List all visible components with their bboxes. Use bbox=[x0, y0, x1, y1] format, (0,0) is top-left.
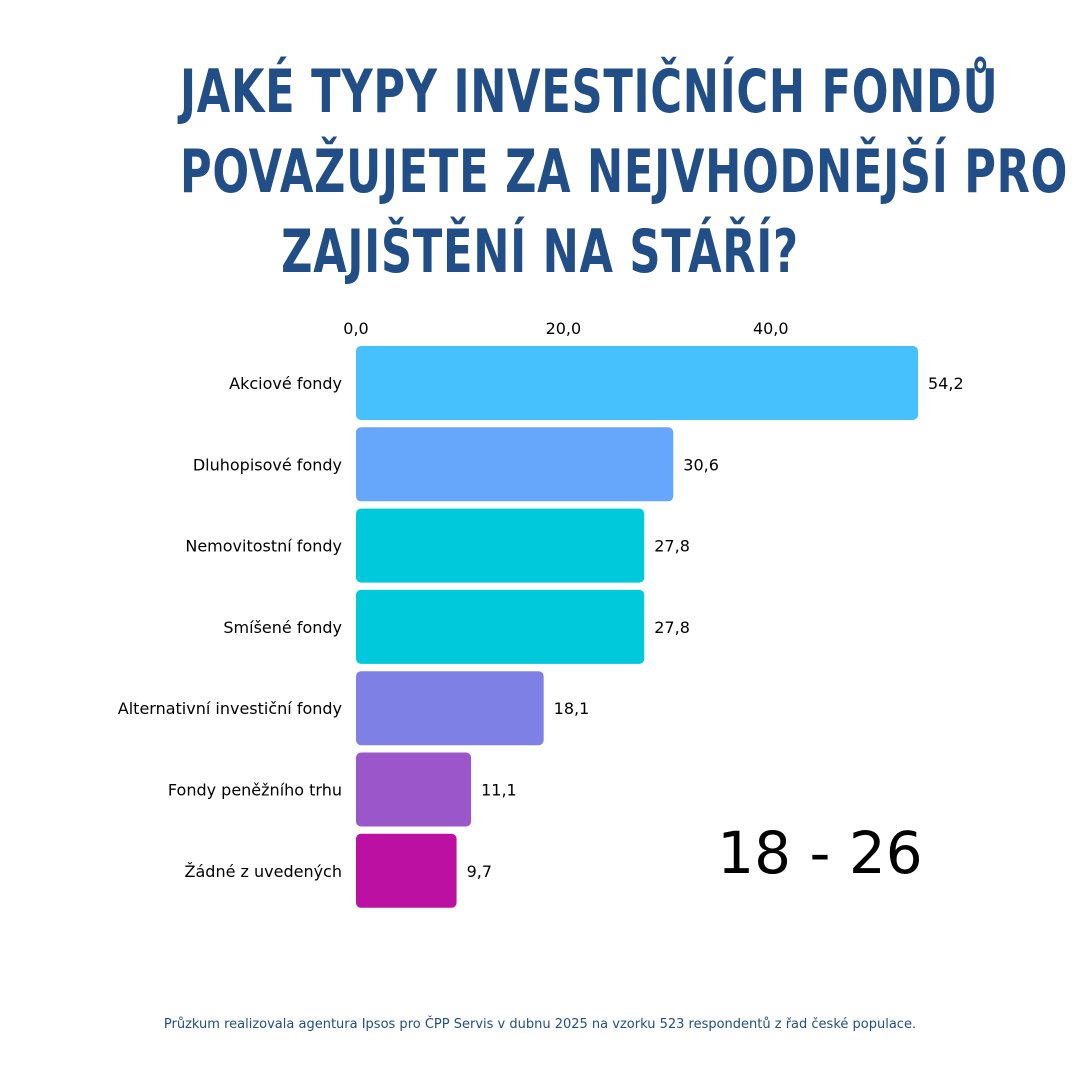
category-label: Dluhopisové fondy bbox=[193, 455, 342, 474]
value-label: 30,6 bbox=[683, 455, 719, 474]
value-label: 54,2 bbox=[928, 374, 964, 393]
x-tick-label: 20,0 bbox=[546, 319, 582, 338]
age-group-label: 18 - 26 bbox=[717, 819, 923, 887]
bar bbox=[356, 752, 472, 827]
x-tick-label: 40,0 bbox=[753, 319, 789, 338]
value-label: 27,8 bbox=[654, 618, 690, 637]
value-label: 18,1 bbox=[554, 699, 590, 718]
survey-footnote: Průzkum realizovala agentura Ipsos pro Č… bbox=[163, 1017, 917, 1032]
category-label: Alternativní investiční fondy bbox=[118, 699, 342, 718]
bar bbox=[356, 346, 918, 420]
category-label: Smíšené fondy bbox=[223, 618, 342, 637]
category-label: Nemovitostní fondy bbox=[185, 537, 342, 556]
value-label: 27,8 bbox=[654, 537, 690, 556]
bar bbox=[356, 833, 457, 908]
bar bbox=[356, 671, 544, 746]
bar bbox=[356, 508, 645, 583]
x-tick-label: 0,0 bbox=[343, 319, 368, 338]
category-label: Akciové fondy bbox=[229, 374, 342, 393]
title-line-3: ZAJIŠTĚNÍ NA STÁŘÍ? bbox=[281, 217, 799, 287]
bar bbox=[356, 589, 645, 664]
value-label: 9,7 bbox=[467, 862, 492, 881]
title-line-1: JAKÉ TYPY INVESTIČNÍCH FONDŮ bbox=[180, 57, 999, 127]
value-label: 11,1 bbox=[481, 781, 517, 800]
category-label: Žádné z uvedených bbox=[185, 862, 342, 881]
category-label: Fondy peněžního trhu bbox=[168, 781, 342, 800]
bar bbox=[356, 427, 674, 502]
